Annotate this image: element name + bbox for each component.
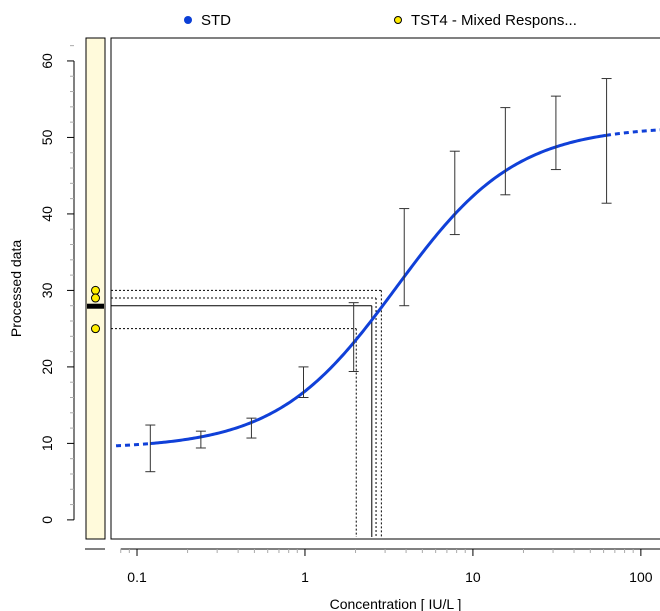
- y-tick-label: 20: [39, 359, 55, 375]
- y-axis-label: Processed data: [8, 240, 24, 337]
- legend-label-tst4: TST4 - Mixed Respons...: [411, 11, 577, 29]
- y-tick-label: 0: [39, 516, 55, 524]
- plot-frame: [110, 37, 660, 540]
- sample-point: [91, 324, 100, 334]
- y-tick-label: 50: [39, 129, 55, 145]
- y-tick-label: 30: [39, 282, 55, 298]
- fit-curve-extrapolation-low: [115, 442, 151, 448]
- x-tick-label: 10: [465, 569, 481, 585]
- x-tick-label: 100: [629, 569, 653, 585]
- fit-curve-std: [150, 133, 607, 446]
- legend-label-std: STD: [201, 11, 231, 29]
- sample-point: [91, 293, 100, 303]
- legend-item-std: STD: [184, 8, 231, 32]
- y-tick-label: 40: [39, 206, 55, 222]
- legend-marker-std: [184, 16, 192, 24]
- fit-curve-extrapolation-high: [605, 128, 660, 137]
- legend-item-tst4: TST4 - Mixed Respons...: [394, 8, 577, 32]
- sample-point: [91, 285, 100, 295]
- x-axis-label: Concentration [ IU/L ]: [330, 596, 462, 611]
- legend-marker-tst4: [394, 16, 402, 24]
- sample-mean-marker: [87, 303, 104, 309]
- y-tick-label: 60: [39, 53, 55, 69]
- x-tick-label: 1: [301, 569, 309, 585]
- y-tick-label: 10: [39, 435, 55, 451]
- x-tick-label: 0.1: [127, 569, 147, 585]
